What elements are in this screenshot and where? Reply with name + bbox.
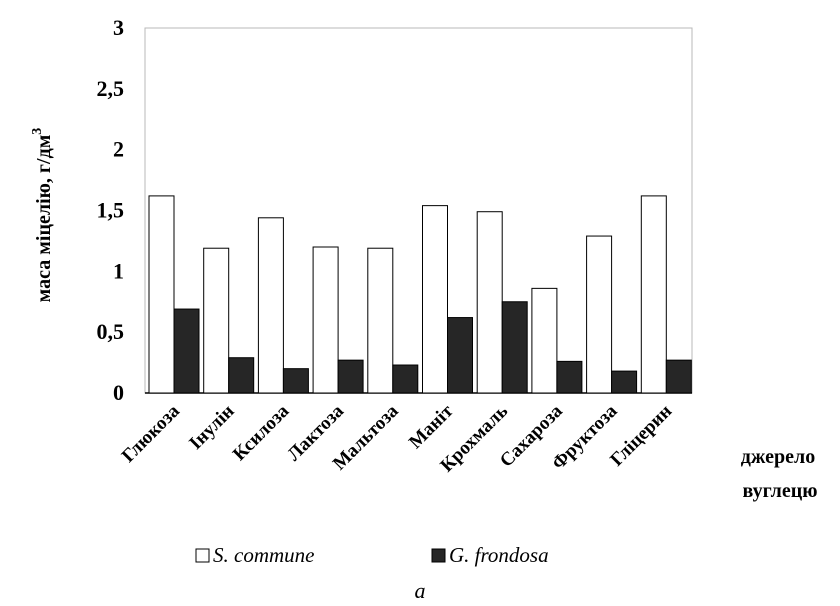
bar-s-commune-1 [203,247,230,394]
bar-g-frondosa-1 [228,357,255,394]
legend-swatch-g-frondosa [431,548,446,563]
y-tick-label: 3 [113,15,124,40]
bar-s-commune-6 [476,211,503,394]
y-tick-label: 1,5 [97,198,125,223]
bar-g-frondosa-9 [665,359,692,394]
x-tick-label: Ксилоза [229,400,294,465]
bar-s-commune-8 [586,235,613,394]
bar-g-frondosa-8 [611,370,638,394]
legend-label-s-commune: S. commune [213,543,314,567]
x-tick-label: Маніт [405,400,458,453]
figure-caption: а [415,578,426,603]
bar-g-frondosa-4 [392,364,419,394]
legend-label-g-frondosa: G. frondosa [449,543,549,567]
bar-g-frondosa-0 [173,308,200,394]
bar-s-commune-4 [367,247,394,394]
bar-g-frondosa-7 [556,360,583,394]
legend: S. commune G. frondosa [195,543,549,567]
x-axis-title-line1: джерело [741,446,815,468]
bar-s-commune-9 [640,195,667,394]
y-axis-ticks: 0 0,5 1 1,5 2 2,5 3 [97,15,125,405]
x-tick-label: Інулін [185,401,238,454]
bar-s-commune-0 [148,195,175,394]
y-axis-title: маса міцелію, г/дм3 [30,128,55,303]
y-tick-label: 2,5 [97,76,125,101]
bars [148,195,692,394]
bar-s-commune-3 [312,246,339,394]
bar-g-frondosa-5 [447,317,473,394]
legend-swatch-s-commune [195,548,210,563]
bar-g-frondosa-2 [282,368,309,394]
y-tick-label: 0 [113,380,124,405]
bar-s-commune-2 [257,217,284,394]
bar-s-commune-5 [422,205,448,394]
y-tick-label: 2 [113,137,124,162]
y-tick-label: 1 [113,258,124,283]
bar-g-frondosa-3 [337,359,364,394]
bar-s-commune-7 [531,287,558,394]
x-axis-title-line2: вуглецю [742,480,817,502]
bar-g-frondosa-6 [501,301,528,394]
y-tick-label: 0,5 [97,319,125,344]
x-tick-label: Глюкоза [118,400,184,466]
